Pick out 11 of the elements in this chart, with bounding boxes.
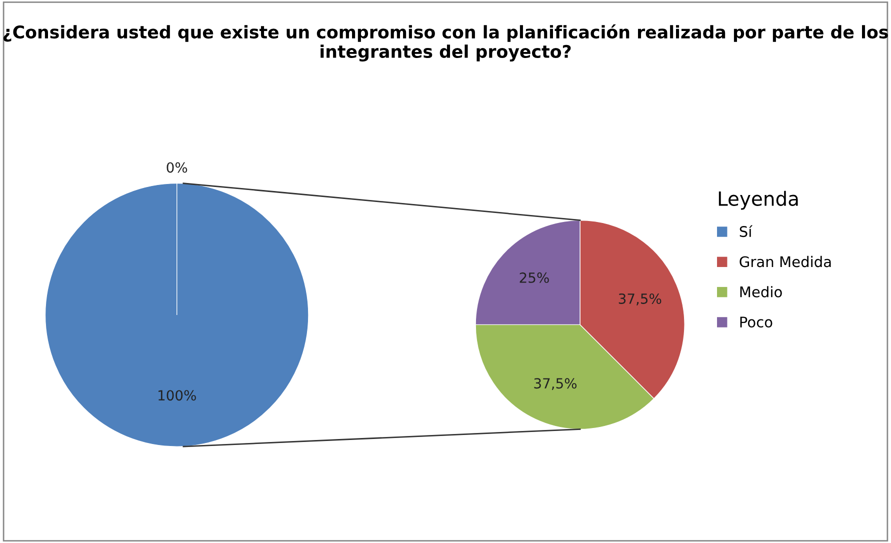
legend-label: Gran Medida bbox=[740, 256, 831, 268]
legend-label: Sí bbox=[740, 225, 753, 238]
text: 0% bbox=[166, 162, 188, 173]
data-label: 37,5% bbox=[534, 378, 577, 390]
data-label: 37,5% bbox=[618, 293, 662, 306]
legend-label: Poco bbox=[740, 316, 772, 328]
legend-label: Medio bbox=[740, 286, 782, 298]
data-label: 100% bbox=[158, 390, 196, 401]
data-label: 25% bbox=[520, 272, 549, 283]
chart-title: ¿Considera usted que existe un compromiso con la planificación realizada por parte de los integrantes del proyecto? bbox=[3, 24, 888, 62]
legend-title: Leyenda bbox=[718, 190, 798, 210]
